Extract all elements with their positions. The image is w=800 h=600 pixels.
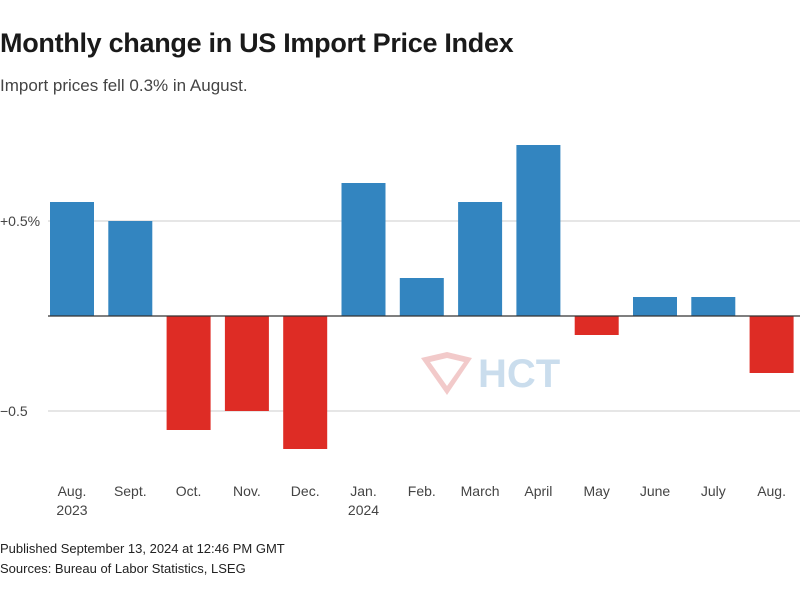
bar-chart: HCT +0.5% −0.5 Aug. 2023 Sept. Oct. Nov. Dec. J… — [0, 145, 800, 518]
published-note: Published September 13, 2024 at 12:46 PM… — [0, 541, 285, 556]
x-tick-label: Sept. — [114, 483, 147, 499]
watermark: HCT — [421, 352, 560, 396]
x-tick-label: Nov. — [233, 483, 261, 499]
x-tick-label: May — [583, 483, 609, 499]
x-tick-label: Feb. — [408, 483, 436, 499]
x-tick-label: Jan. — [350, 483, 376, 499]
bars — [50, 145, 794, 449]
bar — [108, 221, 153, 316]
x-tick-label: March — [461, 483, 500, 499]
x-tick-label: June — [640, 483, 671, 499]
bar — [50, 202, 94, 316]
bar — [341, 183, 386, 316]
bar — [458, 202, 503, 316]
chart-subtitle: Import prices fell 0.3% in August. — [0, 76, 248, 95]
bar — [516, 145, 561, 316]
x-tick-label: Aug. — [757, 483, 786, 499]
x-tick-sublabel: 2024 — [348, 502, 379, 518]
y-tick-label: +0.5% — [0, 213, 40, 229]
y-tick-labels: +0.5% −0.5 — [0, 213, 40, 419]
sources-note: Sources: Bureau of Labor Statistics, LSE… — [0, 561, 246, 576]
bar — [633, 297, 677, 316]
bar — [749, 316, 794, 373]
bar — [399, 278, 444, 316]
x-tick-label: Dec. — [291, 483, 320, 499]
y-tick-label: −0.5 — [0, 403, 28, 419]
bar — [166, 316, 211, 430]
x-tick-labels: Aug. 2023 Sept. Oct. Nov. Dec. Jan. 2024 Feb. Mar… — [56, 483, 786, 518]
x-tick-label: Aug. — [58, 483, 87, 499]
x-tick-label: Oct. — [176, 483, 202, 499]
bar — [691, 297, 736, 316]
watermark-logo-icon — [421, 352, 472, 395]
x-tick-label: July — [701, 483, 726, 499]
bar — [224, 316, 269, 411]
x-tick-label: April — [524, 483, 552, 499]
bar — [574, 316, 619, 335]
bar — [283, 316, 328, 449]
chart-title: Monthly change in US Import Price Index — [0, 28, 514, 58]
x-tick-sublabel: 2023 — [56, 502, 87, 518]
watermark-text: HCT — [478, 352, 560, 396]
